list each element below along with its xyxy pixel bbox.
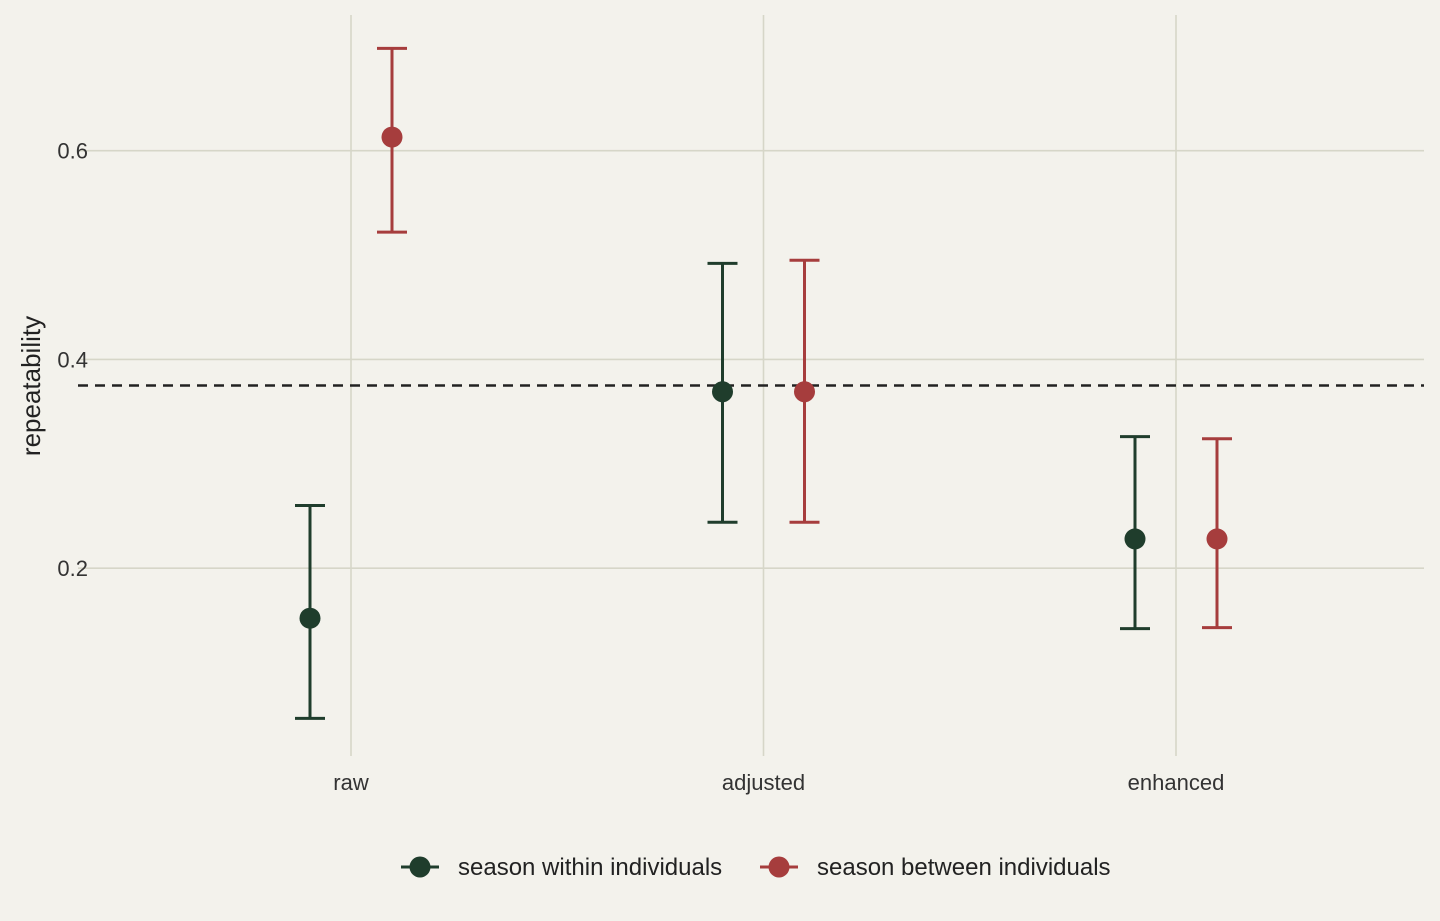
data-point [381, 126, 403, 148]
y-tick-label: 0.6 [57, 139, 88, 164]
legend-label: season between individuals [817, 854, 1111, 881]
data-point [1206, 528, 1228, 550]
series-layer [295, 46, 1232, 720]
y-tick-label: 0.4 [57, 347, 88, 372]
y-tick-label: 0.2 [57, 556, 88, 581]
y-axis-title: repeatability [16, 316, 46, 456]
legend-key-marker [768, 856, 790, 878]
data-point [794, 381, 815, 403]
legend-key-marker [409, 856, 431, 878]
legend: season within individuals season between … [401, 854, 1111, 881]
x-tick-label: raw [333, 770, 369, 795]
axis-labels: 0.2 0.4 0.6 raw adjusted enhanced [57, 139, 1224, 795]
legend-label: season within individuals [458, 854, 722, 881]
x-tick-label: adjusted [722, 770, 805, 795]
legend-item: season within individuals [401, 854, 722, 881]
series-1 [295, 261, 1150, 720]
series-2 [377, 46, 1232, 630]
data-point [299, 607, 321, 629]
legend-item: season between individuals [760, 854, 1111, 881]
data-point [1124, 528, 1146, 550]
data-point [712, 381, 733, 403]
x-tick-label: enhanced [1128, 770, 1225, 795]
